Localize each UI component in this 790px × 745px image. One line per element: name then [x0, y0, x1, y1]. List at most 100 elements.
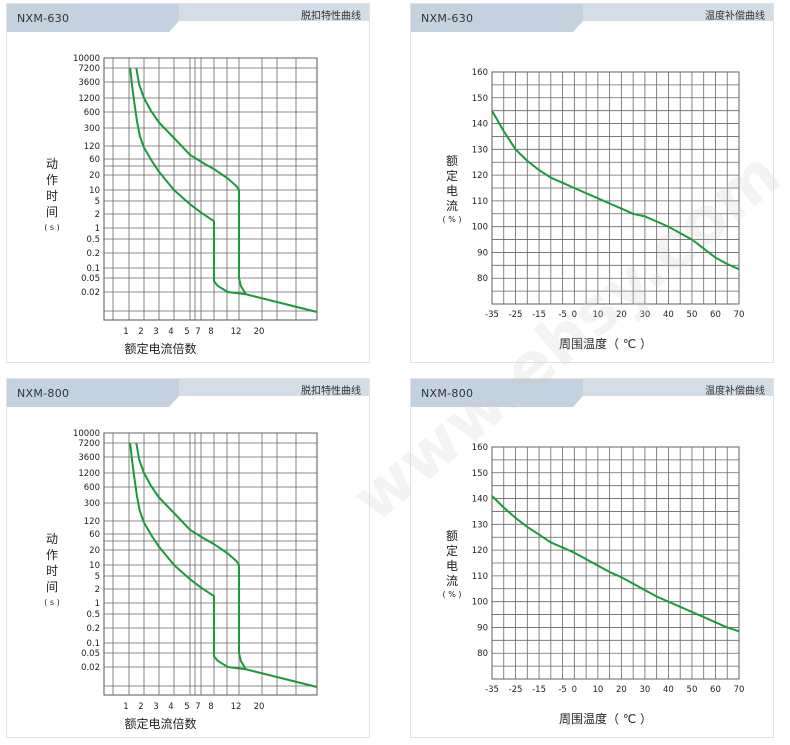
- y-tick-label: 100: [472, 598, 488, 608]
- x-tick-label: -5: [558, 310, 566, 320]
- x-tick-label: 30: [639, 310, 650, 320]
- y-tick-label: 10: [89, 561, 100, 571]
- y-axis-label-char: 间: [46, 580, 58, 594]
- chart-svg: 100007200360012006003001206020105210.50.…: [7, 4, 369, 356]
- x-tick-label: 2: [138, 327, 143, 337]
- y-tick-label: 300: [84, 499, 100, 509]
- y-tick-label: 130: [472, 145, 488, 155]
- y-tick-label: 160: [472, 443, 488, 453]
- x-tick-label: 12: [231, 327, 242, 337]
- y-tick-label: 120: [472, 546, 488, 556]
- header-tab: [411, 379, 583, 407]
- x-tick-label: -35: [485, 310, 499, 320]
- x-axis-label: 周围温度（ ℃ ）: [559, 711, 652, 726]
- model-label: NXM-630: [421, 12, 474, 25]
- x-tick-label: 10: [592, 310, 603, 320]
- y-tick-label: 5: [95, 572, 100, 582]
- plot-area: 160 150 140 130 120 110 100 90 80 -35 -25 -15 -5 0 10 2…: [443, 68, 745, 351]
- y-tick-label: 120: [84, 517, 100, 527]
- trip-curve-upper: [135, 67, 247, 295]
- x-tick-label: 4: [168, 702, 173, 712]
- y-tick-label: 20: [89, 171, 100, 181]
- plot-area: 160 150 140 130 120 110 100 90 80 -35 -25 -15 -5 0 10 2…: [443, 443, 745, 726]
- temperature-curve: [491, 110, 740, 271]
- plot-frame: [103, 432, 318, 696]
- y-tick-label: 0.5: [86, 235, 100, 245]
- y-tick-label: 10000: [73, 429, 100, 439]
- y-tick-label: 1200: [78, 469, 100, 479]
- y-tick-label: 130: [472, 520, 488, 530]
- panel-temp-curve-nxm800: 160 150 140 130 120 110 100 90 80 -35 -25 -15 -5 0 10 2…: [410, 378, 774, 738]
- x-axis-label: 额定电流倍数: [124, 716, 196, 731]
- x-tick-label: -35: [485, 685, 499, 695]
- x-tick-label: 40: [663, 310, 674, 320]
- y-axis-label-char: 时: [46, 564, 58, 578]
- x-tick-label: 60: [710, 685, 721, 695]
- y-axis-label-char: 作: [46, 548, 58, 562]
- y-tick-label: 150: [472, 469, 488, 479]
- y-tick-label: 0.02: [81, 288, 100, 298]
- y-axis-label-char: 电: [446, 559, 458, 573]
- header-tab: [411, 4, 583, 32]
- chart-svg: 100007200360012006003001206020105210.50.…: [7, 379, 369, 731]
- x-tick-label: 4: [168, 327, 173, 337]
- x-tick-label: 7: [195, 327, 200, 337]
- y-tick-label: 20: [89, 546, 100, 556]
- x-tick-label: -5: [558, 685, 566, 695]
- x-tick-label: 0: [572, 685, 577, 695]
- x-tick-label: -15: [532, 310, 546, 320]
- y-axis-unit: ( s ): [44, 598, 60, 607]
- x-tick-label: 70: [734, 310, 745, 320]
- y-tick-label: 0.02: [81, 663, 100, 673]
- x-tick-label: 12: [231, 702, 242, 712]
- y-tick-label: 2: [95, 210, 100, 220]
- y-axis-unit: ( s ): [44, 223, 60, 232]
- y-tick-label: 5: [95, 197, 100, 207]
- y-tick-label: 1200: [78, 94, 100, 104]
- chart-title: 脱扣特性曲线: [301, 11, 361, 22]
- x-axis-label: 额定电流倍数: [124, 341, 196, 356]
- x-tick-label: 0: [572, 310, 577, 320]
- x-tick-label: 7: [195, 702, 200, 712]
- x-tick-label: 3: [153, 702, 158, 712]
- header-tab: [7, 4, 179, 32]
- x-tick-label: 5: [184, 702, 189, 712]
- y-axis-label-char: 时: [46, 189, 58, 203]
- chart-svg: 160 150 140 130 120 110 100 90 80 -35 -25 -15 -5 0 10 2…: [411, 4, 773, 351]
- model-label: NXM-800: [421, 387, 474, 400]
- y-tick-label: 10: [89, 186, 100, 196]
- model-label: NXM-630: [17, 12, 70, 25]
- x-tick-label: 5: [184, 327, 189, 337]
- x-tick-label: 8: [208, 702, 213, 712]
- y-tick-label: 80: [477, 649, 488, 659]
- y-tick-label: 7200: [78, 439, 100, 449]
- x-tick-label: 70: [734, 685, 745, 695]
- x-tick-label: 30: [639, 685, 650, 695]
- x-tick-label: 20: [616, 685, 627, 695]
- x-tick-label: -25: [509, 310, 523, 320]
- x-tick-label: 20: [254, 327, 265, 337]
- x-tick-label: 3: [153, 327, 158, 337]
- x-tick-label: 10: [592, 685, 603, 695]
- y-tick-label: 150: [472, 94, 488, 104]
- x-tick-label: 40: [663, 685, 674, 695]
- y-tick-label: 1: [95, 224, 100, 234]
- x-axis-label: 周围温度（ ℃ ）: [559, 336, 652, 351]
- panel-temp-curve-nxm630: 160 150 140 130 120 110 100 90 80 -35 -25 -15 -5 0 10 2…: [410, 3, 774, 363]
- y-tick-label: 60: [89, 530, 100, 540]
- y-tick-label: 3600: [78, 78, 100, 88]
- x-tick-label: 50: [687, 685, 698, 695]
- y-tick-label: 0.1: [86, 639, 100, 649]
- y-axis-label-char: 定: [446, 168, 458, 183]
- temperature-curve: [491, 495, 740, 633]
- y-axis-label-char: 间: [46, 205, 58, 219]
- y-tick-label: 120: [84, 142, 100, 152]
- y-tick-label: 110: [472, 572, 488, 582]
- x-tick-label: 8: [208, 327, 213, 337]
- chart-title: 温度补偿曲线: [705, 386, 765, 397]
- y-tick-label: 600: [84, 108, 100, 118]
- x-tick-label: -15: [532, 685, 546, 695]
- y-tick-label: 600: [84, 483, 100, 493]
- y-tick-label: 0.05: [81, 274, 100, 284]
- x-tick-label: 20: [616, 310, 627, 320]
